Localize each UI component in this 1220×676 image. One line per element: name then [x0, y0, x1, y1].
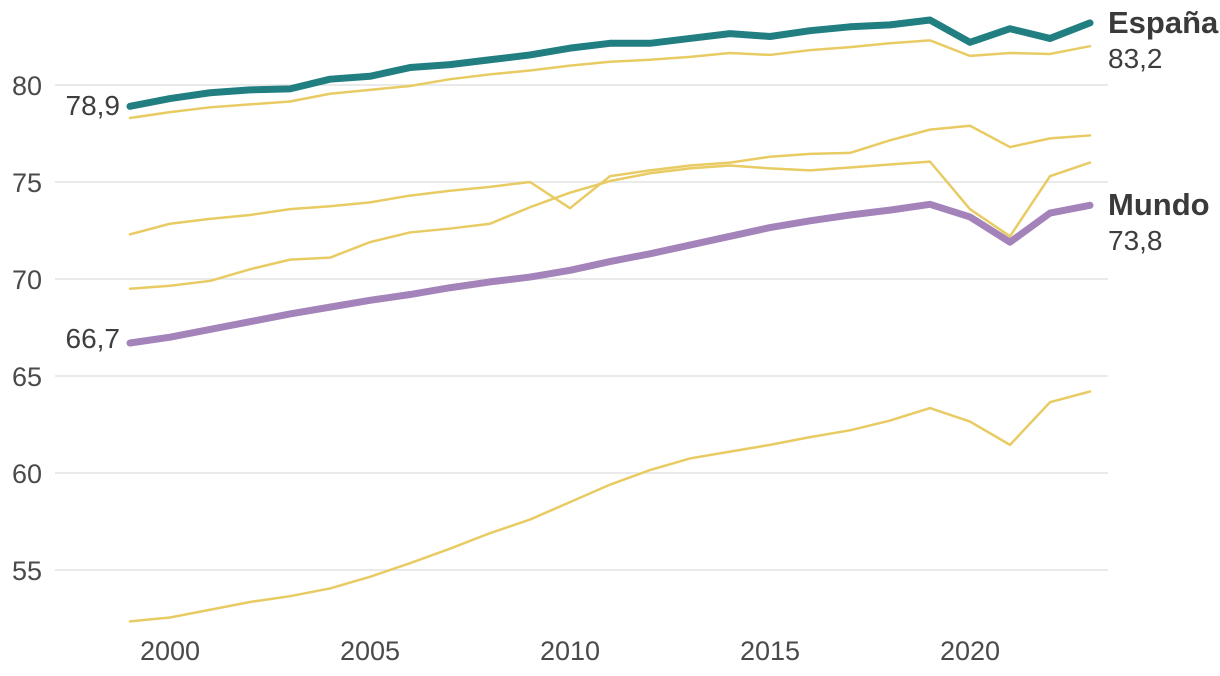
- world-series-name: Mundo: [1108, 187, 1210, 222]
- world-end-label-group: Mundo 73,8: [1108, 187, 1210, 257]
- spain-series-name: España: [1108, 5, 1219, 40]
- spain-end-value: 83,2: [1108, 43, 1163, 74]
- series-line-mundo: [126, 200, 1094, 347]
- series-line-context-4: [128, 390, 1092, 623]
- y-axis-tick-80: 80: [12, 71, 42, 101]
- spain-start-value-label: 78,9: [65, 90, 121, 121]
- x-axis-tick-2020: 2020: [940, 636, 1000, 666]
- series-line-espana: [126, 16, 1094, 110]
- world-end-value: 73,8: [1108, 225, 1163, 256]
- y-axis-tick-55: 55: [12, 556, 42, 586]
- y-axis-tick-70: 70: [12, 265, 42, 295]
- series-line-context-3: [128, 160, 1092, 290]
- world-start-value-label: 66,7: [65, 323, 121, 354]
- series-line-context-2: [128, 124, 1092, 236]
- x-axis-tick-2015: 2015: [740, 636, 800, 666]
- y-axis-tick-60: 60: [12, 459, 42, 489]
- x-axis-tick-2010: 2010: [540, 636, 600, 666]
- spain-end-label-group: España 83,2: [1108, 5, 1218, 75]
- y-axis-tick-75: 75: [12, 168, 42, 198]
- x-axis-tick-2000: 2000: [140, 636, 200, 666]
- x-axis-tick-2005: 2005: [340, 636, 400, 666]
- y-axis-tick-65: 65: [12, 362, 42, 392]
- series-line-context-1: [128, 39, 1092, 120]
